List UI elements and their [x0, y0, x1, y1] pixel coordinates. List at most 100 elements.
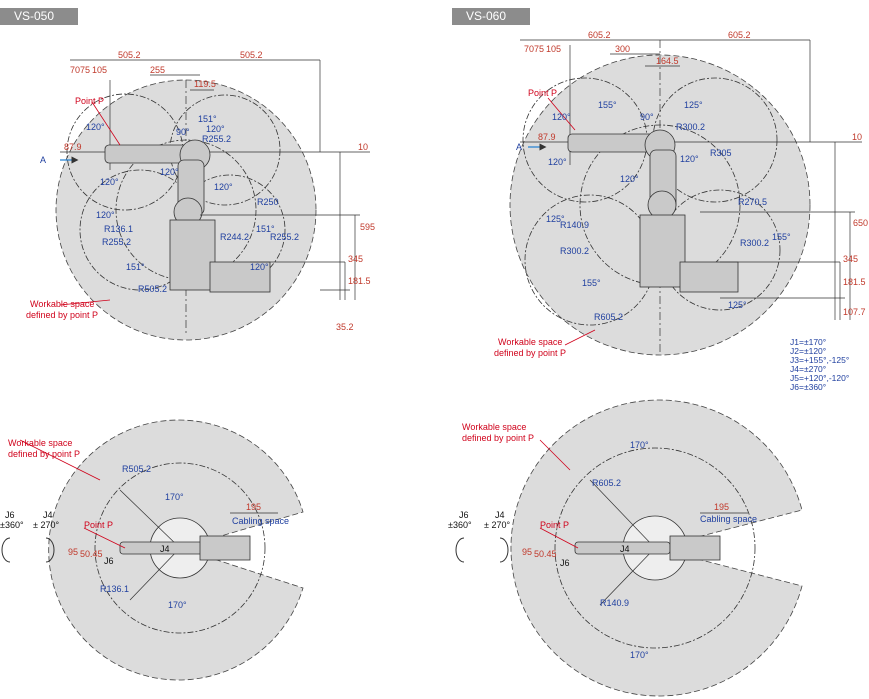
radius-label: R255.2	[270, 232, 299, 242]
reach-arc	[554, 447, 756, 649]
vs060-side-view: 605.2 605.2 300 164.5 70 75 105 Point P …	[494, 30, 868, 392]
dim-label: 255	[150, 65, 165, 75]
dim-label: 119.5	[194, 79, 216, 89]
point-p-leader	[83, 527, 126, 549]
j6-label: J6	[5, 510, 15, 520]
reach-arc	[94, 462, 266, 634]
vs060-top-view: Workable space defined by point P J6 ±36…	[448, 399, 803, 697]
dim-label: 300	[615, 44, 630, 54]
angle-label: 120°	[250, 262, 269, 272]
workable-area-sector	[510, 399, 803, 697]
j4-label: J4	[43, 510, 53, 520]
dim-label: 345	[348, 254, 363, 264]
j4-range: ± 270°	[33, 520, 59, 530]
angle-label: 120°	[100, 177, 119, 187]
j6-arm-label: J6	[104, 556, 114, 566]
axis-marker: A	[516, 142, 522, 152]
joint-spec: J5=+120°,-120°	[790, 373, 849, 383]
workable-label: Workable space	[462, 422, 526, 432]
dim-label: 107.7	[843, 307, 866, 317]
model-tag-vs060: VS-060	[452, 8, 530, 25]
j6-rotation-icon	[455, 537, 465, 563]
workable-leader	[19, 439, 101, 481]
radius-label: R300.2	[740, 238, 769, 248]
point-p-leader	[547, 97, 576, 131]
angle-label: 170°	[165, 492, 184, 502]
dim-label: 87.9	[538, 132, 556, 142]
angle-label: 170°	[630, 650, 649, 660]
dim-label: 87.9	[64, 142, 82, 152]
radius-label: R305	[710, 148, 732, 158]
dim-label: 95	[522, 547, 532, 557]
j6-range: ±360°	[448, 520, 472, 530]
robot-body-top	[199, 535, 251, 561]
dim-label: 595	[360, 222, 375, 232]
angle-label: 151°	[256, 224, 275, 234]
joint-spec: J3=+155°,-125°	[790, 355, 849, 365]
dim-label: 195	[714, 502, 729, 512]
model-tag-vs050: VS-050	[0, 8, 78, 25]
angle-label: 120°	[620, 174, 639, 184]
angle-label: 155°	[772, 232, 791, 242]
workable-label: defined by point P	[8, 449, 80, 459]
joint-spec: J4=±270°	[790, 364, 826, 374]
radius-label: R250	[257, 197, 279, 207]
radius-label: R140.9	[560, 220, 589, 230]
dim-label: 10	[358, 142, 368, 152]
dim-label: 195	[246, 502, 261, 512]
angle-label: 120°	[86, 122, 105, 132]
radius-label: R300.2	[560, 246, 589, 256]
j4-arm-label: J4	[160, 544, 170, 554]
angle-label: 120°	[206, 124, 225, 134]
radius-label: R244.2	[220, 232, 249, 242]
dim-label: 345	[843, 254, 858, 264]
workable-leader	[539, 439, 571, 471]
angle-label: 170°	[168, 600, 187, 610]
j4-arm-label: J4	[620, 544, 630, 554]
workable-label: Workable space	[30, 299, 94, 309]
cable-label: Cabling space	[232, 516, 289, 526]
j4-label: J4	[495, 510, 505, 520]
workable-label: Workable space	[8, 438, 72, 448]
dim-label: 164.5	[656, 56, 679, 66]
robot-connector	[679, 261, 739, 293]
dim-label: 650	[853, 218, 868, 228]
robot-base	[639, 214, 686, 288]
dim-label: 505.2	[118, 50, 141, 60]
radius-label: R505.2	[122, 464, 151, 474]
angle-label: 120°	[160, 167, 179, 177]
axis-marker: A	[40, 155, 46, 165]
angle-label: 125°	[728, 300, 747, 310]
joint-spec: J2=±120°	[790, 346, 826, 356]
j6-label: J6	[459, 510, 469, 520]
radius-label: R300.2	[676, 122, 705, 132]
angle-label: 151°	[198, 114, 217, 124]
dim-label: 105	[92, 65, 107, 75]
workable-label: defined by point P	[494, 348, 566, 358]
dim-label: 605.2	[728, 30, 751, 40]
robot-connector	[209, 261, 271, 293]
j6-range: ±360°	[0, 520, 24, 530]
point-p-leader	[539, 527, 579, 549]
workable-leader	[564, 329, 596, 346]
radius-label: R605.2	[592, 478, 621, 488]
point-p-label: Point P	[528, 88, 557, 98]
radius-label: R136.1	[100, 584, 129, 594]
workable-leader	[59, 299, 111, 306]
joint-spec: J1=±170°	[790, 337, 826, 347]
dim-label: 50.45	[80, 549, 103, 559]
cable-label: Cabling space	[700, 514, 757, 524]
angle-label: 170°	[630, 440, 649, 450]
dim-label: 75	[534, 44, 544, 54]
workable-label: Workable space	[498, 337, 562, 347]
j6-arm-label: J6	[560, 558, 570, 568]
j4-range: ± 270°	[484, 520, 510, 530]
workable-label: defined by point P	[26, 310, 98, 320]
angle-label: 120°	[96, 210, 115, 220]
point-p-label: Point P	[540, 520, 569, 530]
j4-rotation-icon	[45, 537, 55, 563]
dim-label: 181.5	[843, 277, 866, 287]
dim-label: 105	[546, 44, 561, 54]
j4-rotation-icon	[499, 537, 509, 563]
